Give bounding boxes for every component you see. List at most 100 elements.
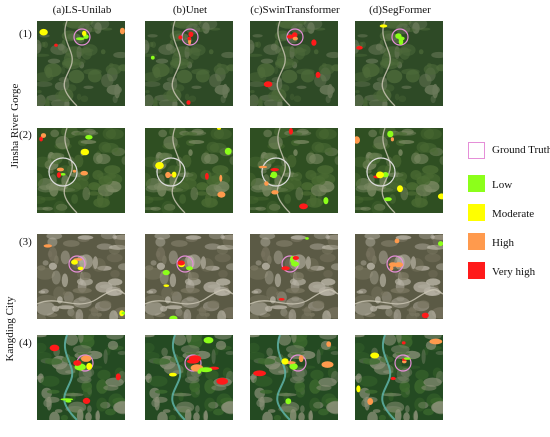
susceptibility-mark — [397, 185, 403, 193]
satellite-image — [355, 21, 443, 106]
susceptibility-mark — [403, 357, 411, 360]
ground-truth-swatch — [468, 142, 485, 159]
result-tile — [145, 234, 233, 319]
ground-truth-circle — [386, 255, 404, 273]
susceptibility-mark — [54, 43, 58, 47]
satellite-image — [145, 21, 233, 106]
row-label-1: (1) — [19, 28, 32, 40]
susceptibility-mark — [298, 355, 304, 363]
susceptibility-mark — [398, 36, 405, 41]
result-tile — [37, 335, 125, 420]
susceptibility-mark — [60, 398, 74, 401]
column-header-ls-unilab: (a)LS-Unilab — [52, 4, 112, 16]
susceptibility-mark — [186, 266, 193, 271]
susceptibility-mark — [77, 266, 84, 271]
susceptibility-mark — [421, 312, 429, 319]
susceptibility-mark — [384, 197, 392, 202]
susceptibility-mark — [305, 237, 309, 240]
susceptibility-mark — [81, 355, 92, 362]
susceptibility-mark — [401, 341, 406, 345]
susceptibility-mark — [82, 30, 87, 37]
susceptibility-mark — [162, 269, 170, 276]
group-label-jinsha: Jinsha River Gorge — [9, 83, 21, 169]
legend-label-very-high: Very high — [492, 266, 536, 278]
susceptibility-mark — [72, 169, 77, 173]
susceptibility-mark — [271, 190, 279, 195]
susceptibility-mark — [299, 203, 308, 210]
satellite-image — [250, 335, 338, 420]
result-tile — [37, 234, 125, 319]
susceptibility-mark — [86, 362, 93, 370]
susceptibility-mark — [291, 32, 298, 38]
susceptibility-mark — [263, 81, 273, 88]
ground-truth-circle — [366, 157, 396, 187]
low-swatch — [468, 175, 485, 192]
result-tile — [250, 21, 338, 106]
susceptibility-mark — [205, 172, 209, 180]
susceptibility-mark — [187, 36, 192, 41]
satellite-image — [37, 234, 125, 319]
susceptibility-mark — [281, 358, 289, 365]
satellite-image — [145, 335, 233, 420]
result-tile — [37, 21, 125, 106]
susceptibility-mark — [315, 71, 321, 78]
susceptibility-mark — [264, 181, 269, 186]
ground-truth-circle — [184, 354, 202, 372]
column-header-unet: (b)Unet — [172, 4, 208, 16]
result-tile — [250, 128, 338, 213]
susceptibility-mark — [188, 355, 202, 363]
susceptibility-mark — [389, 265, 394, 271]
susceptibility-mark — [82, 397, 91, 404]
susceptibility-mark — [76, 37, 85, 41]
susceptibility-mark — [169, 372, 177, 377]
susceptibility-mark — [326, 341, 332, 347]
susceptibility-mark — [356, 45, 363, 50]
susceptibility-mark — [291, 261, 299, 267]
susceptibility-mark — [224, 147, 232, 155]
susceptibility-mark — [429, 338, 443, 345]
ground-truth-circle — [391, 28, 409, 46]
result-tile — [355, 128, 443, 213]
group-label-kangding: Kangding City — [4, 296, 16, 362]
susceptibility-mark — [394, 238, 400, 244]
ground-truth-circle — [68, 255, 86, 273]
moderate-swatch — [468, 204, 485, 221]
susceptibility-mark — [355, 136, 360, 144]
susceptibility-mark — [311, 39, 317, 46]
satellite-image — [145, 128, 233, 213]
susceptibility-mark — [39, 136, 43, 142]
susceptibility-mark — [80, 170, 88, 176]
legend-label-moderate: Moderate — [492, 208, 535, 220]
result-tile — [145, 21, 233, 106]
ground-truth-circle — [261, 157, 291, 187]
susceptibility-mark — [219, 174, 223, 182]
susceptibility-mark — [270, 168, 279, 172]
susceptibility-mark — [56, 167, 64, 172]
susceptibility-mark — [186, 100, 191, 105]
susceptibility-mark — [289, 363, 298, 370]
result-tile — [355, 234, 443, 319]
ground-truth-circle — [156, 157, 186, 187]
susceptibility-mark — [253, 370, 266, 377]
susceptibility-mark — [292, 256, 299, 260]
satellite-image — [250, 234, 338, 319]
susceptibility-mark — [217, 191, 226, 198]
ground-truth-circle — [394, 354, 412, 372]
row-label-3: (3) — [19, 236, 32, 248]
susceptibility-mark — [165, 171, 171, 179]
legend-label-ground-truth: Ground Truth — [492, 144, 550, 156]
susceptibility-mark — [121, 311, 125, 315]
legend-label-high: High — [492, 237, 514, 249]
susceptibility-mark — [203, 337, 214, 344]
satellite-image — [355, 335, 443, 420]
result-tile — [355, 335, 443, 420]
susceptibility-mark — [39, 28, 48, 36]
susceptibility-mark — [216, 377, 228, 385]
susceptibility-mark — [438, 241, 443, 247]
susceptibility-mark — [379, 24, 388, 28]
result-tile — [355, 21, 443, 106]
susceptibility-mark — [217, 128, 221, 130]
susceptibility-mark — [56, 172, 61, 178]
result-tile — [37, 128, 125, 213]
susceptibility-mark — [281, 266, 290, 271]
